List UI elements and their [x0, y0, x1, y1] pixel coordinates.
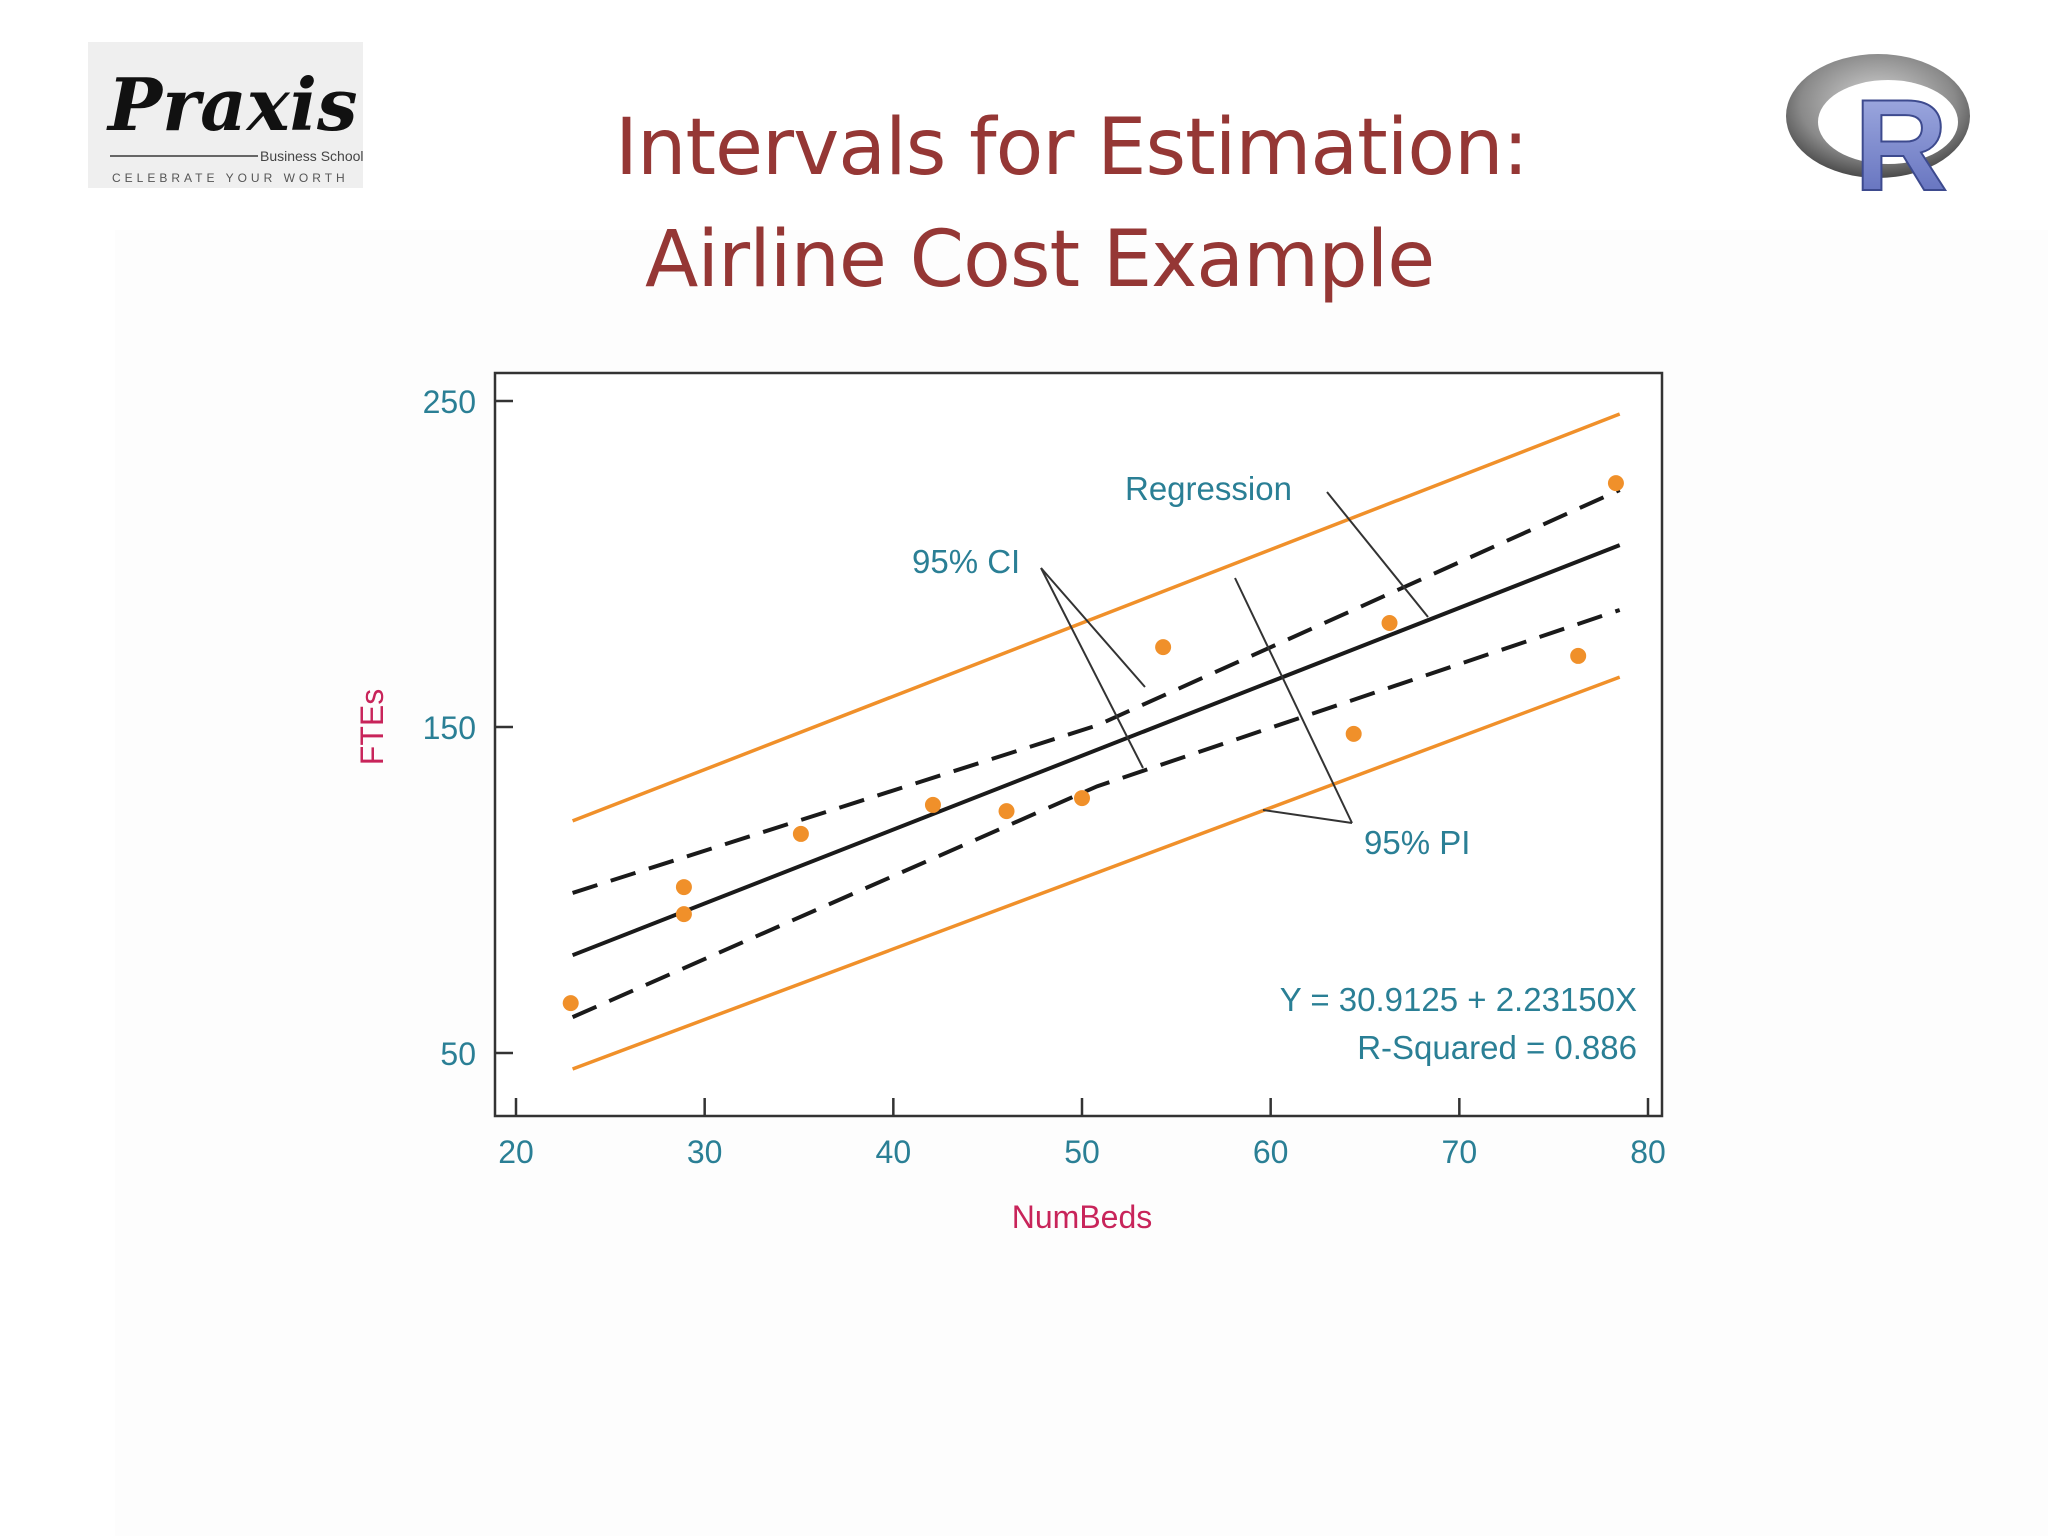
series-line	[571, 488, 1621, 895]
axis-ticks: 20 30 40 50 60 70 80 50 150 250	[423, 384, 1666, 1170]
x-tick-label: 20	[498, 1134, 534, 1170]
r-logo-letter: R	[1854, 72, 1948, 204]
y-tick-label: 50	[440, 1036, 476, 1072]
praxis-logo-subtitle: Business School	[260, 148, 363, 164]
data-point	[1345, 725, 1362, 742]
plot-frame	[493, 371, 1664, 1118]
praxis-logo-text: Praxis	[106, 62, 358, 147]
y-tick-label: 250	[423, 384, 476, 420]
data-point	[675, 906, 692, 923]
data-points	[562, 475, 1624, 1012]
series-line	[571, 412, 1621, 823]
data-point	[924, 796, 941, 813]
data-point	[562, 995, 579, 1012]
data-point	[1381, 615, 1398, 632]
y-tick-label: 150	[423, 710, 476, 746]
x-tick-label: 80	[1630, 1134, 1666, 1170]
regression-equation: Y = 30.9125 + 2.23150X	[1280, 981, 1637, 1018]
x-tick-label: 50	[1064, 1134, 1100, 1170]
y-axis-label: FTEs	[354, 689, 390, 765]
r-squared-label: R-Squared = 0.886	[1357, 1029, 1637, 1066]
praxis-logo-tagline: CELEBRATE YOUR WORTH	[112, 171, 349, 185]
x-axis-label: NumBeds	[1012, 1199, 1153, 1235]
praxis-logo: Praxis Business School CELEBRATE YOUR WO…	[88, 42, 363, 188]
x-tick-label: 70	[1442, 1134, 1478, 1170]
series-line	[571, 608, 1621, 1019]
slide-title-line-2: Airline Cost Example	[645, 215, 1435, 305]
data-point	[1607, 475, 1624, 492]
annotation-95-pi: 95% PI	[1364, 824, 1470, 861]
data-point	[1074, 790, 1090, 807]
series-lines	[571, 412, 1621, 1071]
series-line	[571, 675, 1621, 1071]
data-point	[998, 803, 1015, 820]
data-point	[675, 879, 692, 896]
x-tick-label: 30	[687, 1134, 723, 1170]
annotation-95-ci: 95% CI	[912, 543, 1020, 580]
slide-title: Intervals for Estimation: Airline Cost E…	[560, 92, 1560, 316]
data-point	[792, 825, 809, 842]
r-logo: R	[1780, 38, 1986, 219]
data-point	[1570, 647, 1587, 664]
data-point	[1155, 639, 1172, 656]
annotation-leaders	[1040, 491, 1429, 824]
x-tick-label: 40	[876, 1134, 912, 1170]
annotation-regression: Regression	[1125, 470, 1292, 507]
slide-title-line-1: Intervals for Estimation:	[615, 103, 1529, 193]
series-line	[571, 543, 1621, 958]
x-tick-label: 60	[1253, 1134, 1289, 1170]
